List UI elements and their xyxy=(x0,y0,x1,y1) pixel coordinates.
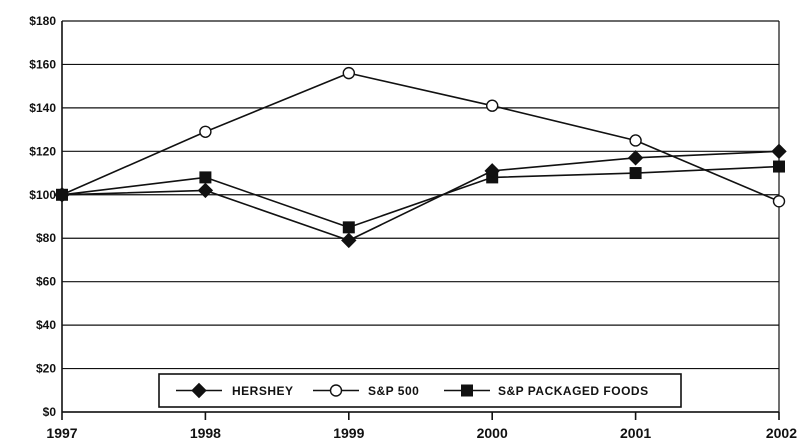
x-tick-label: 1998 xyxy=(190,425,221,441)
data-point-hershey xyxy=(627,150,644,166)
y-tick-label: $160 xyxy=(29,57,56,71)
series-line-hershey xyxy=(61,150,780,242)
data-point-hershey xyxy=(484,163,500,179)
legend-label-hershey: HERSHEY xyxy=(232,384,294,398)
series-line-s-p-packaged-foods xyxy=(61,165,780,229)
y-tick-label: $20 xyxy=(36,362,56,376)
x-tick-label: 1999 xyxy=(333,425,364,441)
data-point-s-p-packaged-foods xyxy=(629,167,642,180)
series xyxy=(54,66,787,249)
series-line-s-p-500 xyxy=(61,72,780,203)
x-tick-label: 2002 xyxy=(766,425,797,441)
y-tick-label: $60 xyxy=(36,275,56,289)
legend-marker-s-p-packaged-foods xyxy=(461,384,473,397)
data-point-s-p-500 xyxy=(772,195,786,208)
axes xyxy=(61,21,780,420)
grid-lines xyxy=(62,20,779,413)
x-tick-labels: 1997 1998 1999 2000 2001 2002 xyxy=(46,425,797,441)
x-tick-label: 2000 xyxy=(477,425,508,441)
y-tick-label: $140 xyxy=(29,101,56,115)
y-tick-label: $180 xyxy=(29,14,56,28)
data-point-hershey xyxy=(54,187,70,203)
x-tick-label: 1997 xyxy=(46,425,77,441)
legend-marker-hershey xyxy=(191,382,207,399)
y-tick-label: $120 xyxy=(29,144,56,158)
y-tick-label: $40 xyxy=(36,318,56,332)
x-tick-label: 2001 xyxy=(620,425,651,441)
data-point-s-p-500 xyxy=(486,99,499,112)
y-tick-labels: $0 $20 $40 $60 $80 $100 $120 $140 $160 $180 xyxy=(29,14,56,419)
legend-marker-s-p-500 xyxy=(329,384,343,397)
data-point-hershey xyxy=(771,143,787,160)
data-point-s-p-packaged-foods xyxy=(773,160,785,173)
data-point-s-p-packaged-foods xyxy=(342,221,355,234)
data-point-hershey xyxy=(197,182,214,199)
legend-label-s-p-500: S&P 500 xyxy=(368,384,419,398)
legend-label-s-p-packaged-foods: S&P PACKAGED FOODS xyxy=(498,384,649,398)
legend-box xyxy=(158,373,682,408)
y-tick-label: $0 xyxy=(43,405,57,419)
data-point-s-p-500 xyxy=(342,66,355,80)
data-point-s-p-500 xyxy=(199,125,212,138)
legend: HERSHEY S&P 500 S&P PACKAGED FOODS xyxy=(158,373,682,408)
data-point-hershey xyxy=(341,232,357,249)
y-tick-label: $100 xyxy=(29,188,56,202)
data-point-s-p-packaged-foods xyxy=(199,171,212,184)
data-point-s-p-500 xyxy=(629,134,642,147)
y-tick-label: $80 xyxy=(36,231,56,245)
